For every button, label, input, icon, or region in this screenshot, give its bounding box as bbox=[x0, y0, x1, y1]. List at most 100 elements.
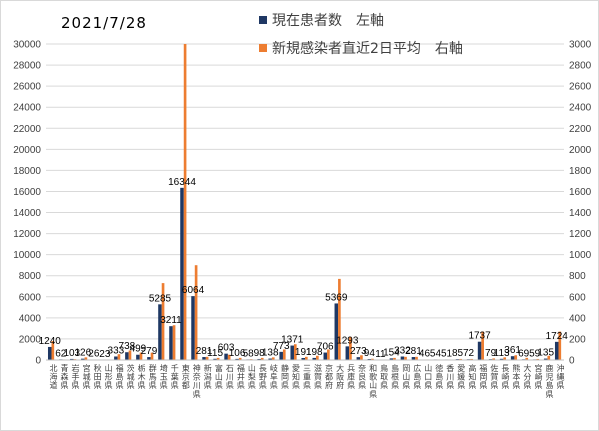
bar-new-cases bbox=[525, 357, 529, 360]
data-label: 5285 bbox=[149, 293, 172, 304]
right-tick-label: 2800 bbox=[569, 61, 592, 72]
bar-new-cases bbox=[470, 358, 473, 360]
data-label: 5369 bbox=[325, 292, 348, 303]
left-tick-label: 24000 bbox=[13, 103, 41, 114]
legend-label-current-patients: 現在患者数 左軸 bbox=[272, 13, 384, 29]
bar-current-patients bbox=[356, 357, 361, 360]
data-label: 126 bbox=[74, 348, 91, 359]
category-label: 青森県 bbox=[61, 363, 69, 390]
bar-new-cases bbox=[459, 358, 462, 360]
right-tick-label: 1400 bbox=[569, 208, 592, 219]
bar-current-patients bbox=[290, 345, 294, 360]
bar-new-cases bbox=[514, 355, 518, 360]
data-label: 16344 bbox=[168, 177, 196, 188]
right-tick-label: 0 bbox=[569, 356, 575, 367]
category-label: 広島県 bbox=[413, 363, 421, 390]
data-label: 333 bbox=[108, 345, 125, 356]
bar-current-patients bbox=[400, 356, 405, 360]
bar-current-patients bbox=[169, 326, 173, 360]
data-label: 54 bbox=[430, 348, 442, 359]
left-tick-label: 28000 bbox=[13, 61, 41, 72]
data-label: 26 bbox=[88, 349, 100, 360]
bar-current-patients bbox=[499, 358, 504, 360]
category-label: 鹿児島県 bbox=[545, 363, 553, 399]
bar-current-patients bbox=[301, 357, 305, 360]
category-label: 福岡県 bbox=[479, 364, 487, 390]
category-label: 高知県 bbox=[468, 363, 476, 390]
bar-current-patients bbox=[411, 357, 416, 360]
bar-new-cases bbox=[282, 349, 286, 360]
bar-current-patients bbox=[543, 358, 548, 360]
category-label: 宮城県 bbox=[83, 363, 91, 390]
data-label: 281 bbox=[405, 346, 422, 357]
left-tick-label: 6000 bbox=[19, 292, 42, 303]
category-label: 大分県 bbox=[523, 363, 531, 390]
category-labels: 北海道青森県岩手県宮城県秋田県山形県福島県茨城県栃木県群馬県埼玉県千葉県東京都神… bbox=[50, 363, 565, 399]
legend: 現在患者数 左軸 新規感染者直近2日平均 右軸 bbox=[259, 13, 463, 57]
category-label: 福島県 bbox=[116, 364, 124, 390]
category-label: 岩手県 bbox=[72, 363, 80, 390]
chart-title: 2021/7/28 bbox=[61, 14, 147, 32]
left-tick-label: 22000 bbox=[13, 124, 41, 135]
bar-new-cases bbox=[547, 355, 551, 360]
bar-new-cases bbox=[316, 355, 319, 360]
right-tick-label: 200 bbox=[569, 334, 586, 345]
data-label: 135 bbox=[537, 348, 554, 359]
bar-new-cases bbox=[271, 357, 275, 360]
left-tick-label: 12000 bbox=[13, 229, 41, 240]
bar-new-cases bbox=[293, 344, 297, 360]
bar-current-patients bbox=[136, 354, 140, 360]
bar-new-cases bbox=[481, 331, 484, 360]
data-label: 3211 bbox=[160, 315, 182, 326]
bar-new-cases bbox=[492, 358, 496, 360]
bar-new-cases bbox=[238, 357, 242, 360]
right-tick-label: 600 bbox=[569, 292, 586, 303]
data-label: 62 bbox=[55, 348, 67, 359]
data-label: 58 bbox=[243, 348, 255, 359]
data-label: 191 bbox=[295, 347, 312, 358]
category-label: 岐阜県 bbox=[270, 363, 278, 390]
data-label: 59 bbox=[529, 348, 541, 359]
left-tick-label: 20000 bbox=[13, 145, 41, 156]
data-label: 98 bbox=[254, 348, 266, 359]
category-label: 愛媛県 bbox=[457, 363, 465, 390]
bar-new-cases bbox=[150, 352, 154, 360]
category-label: 栃木県 bbox=[138, 363, 146, 390]
right-tick-label: 1000 bbox=[569, 250, 592, 261]
data-label: 11 bbox=[375, 349, 386, 360]
category-label: 兵庫県 bbox=[347, 363, 355, 390]
data-label: 738 bbox=[119, 341, 136, 352]
bar-current-patients bbox=[180, 187, 184, 360]
bar-new-cases bbox=[536, 358, 540, 360]
data-label: 69 bbox=[518, 348, 530, 359]
series-current-patients bbox=[47, 187, 559, 360]
right-tick-label: 2200 bbox=[569, 124, 592, 135]
left-tick-label: 4000 bbox=[19, 313, 42, 324]
category-label: 長崎県 bbox=[501, 364, 509, 390]
right-tick-label: 1200 bbox=[569, 229, 592, 240]
right-tick-label: 400 bbox=[569, 313, 586, 324]
bar-new-cases bbox=[183, 44, 187, 360]
category-label: 神奈川県 bbox=[193, 363, 201, 399]
left-tick-label: 16000 bbox=[13, 187, 41, 198]
right-tick-label: 1800 bbox=[569, 166, 592, 177]
data-label: 1371 bbox=[281, 335, 304, 346]
left-tick-label: 8000 bbox=[19, 271, 42, 282]
left-tick-label: 30000 bbox=[13, 40, 41, 51]
bar-current-patients bbox=[268, 358, 272, 360]
data-label: 332 bbox=[394, 346, 411, 357]
right-tick-label: 800 bbox=[569, 271, 586, 282]
category-label: 長野県 bbox=[259, 364, 267, 390]
bar-new-cases bbox=[194, 265, 198, 360]
bar-current-patients bbox=[477, 341, 482, 360]
bar-new-cases bbox=[349, 336, 352, 360]
data-label: 106 bbox=[229, 348, 246, 359]
bar-current-patients bbox=[125, 352, 129, 360]
bar-new-cases bbox=[205, 356, 209, 360]
left-tick-label: 0 bbox=[35, 356, 41, 367]
category-label: 香川県 bbox=[446, 363, 454, 390]
category-label: 福井県 bbox=[237, 364, 245, 390]
bar-new-cases bbox=[558, 331, 562, 360]
right-tick-label: 2000 bbox=[569, 145, 592, 156]
